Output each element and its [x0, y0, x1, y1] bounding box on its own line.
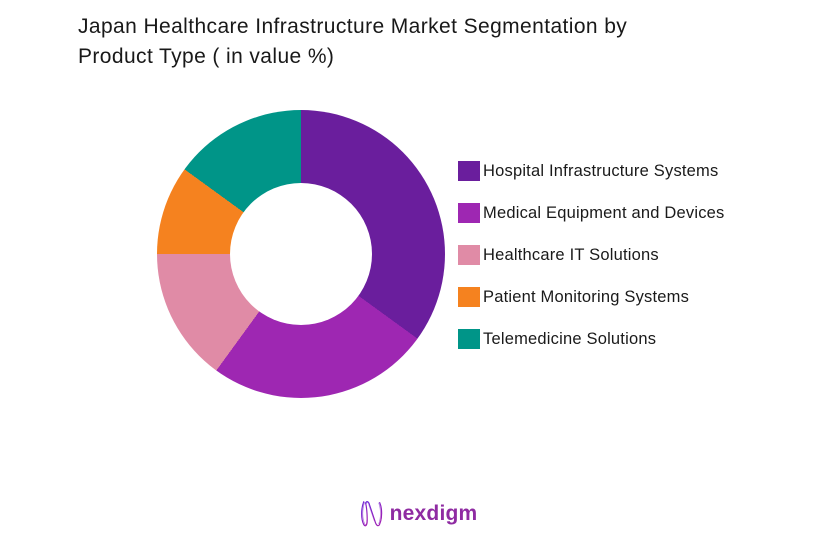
legend-item: Hospital Infrastructure Systems: [458, 161, 725, 181]
legend-label: Hospital Infrastructure Systems: [483, 161, 719, 180]
legend-item: Telemedicine Solutions: [458, 329, 725, 349]
legend-swatch: [458, 203, 480, 223]
legend-item: Patient Monitoring Systems: [458, 287, 725, 307]
chart-title: Japan Healthcare Infrastructure Market S…: [78, 12, 627, 72]
brand-footer: nexdigm: [0, 499, 836, 528]
legend-swatch: [458, 287, 480, 307]
legend-swatch: [458, 245, 480, 265]
chart-title-line-1: Japan Healthcare Infrastructure Market S…: [78, 15, 628, 38]
donut-chart: [157, 110, 445, 398]
legend-label: Telemedicine Solutions: [483, 329, 657, 348]
legend-label: Patient Monitoring Systems: [483, 287, 690, 306]
legend-swatch: [458, 329, 480, 349]
legend: Hospital Infrastructure Systems Medical E…: [458, 161, 725, 349]
legend-label: Healthcare IT Solutions: [483, 245, 659, 264]
legend-item: Healthcare IT Solutions: [458, 245, 725, 265]
nexdigm-n-wave-icon: [360, 501, 382, 527]
donut-hole: [230, 183, 372, 325]
legend-label: Medical Equipment and Devices: [483, 203, 725, 222]
legend-swatch: [458, 161, 480, 181]
chart-title-line-2: Product Type ( in value %): [78, 45, 335, 68]
brand-name: nexdigm: [389, 501, 478, 525]
legend-item: Medical Equipment and Devices: [458, 203, 725, 223]
